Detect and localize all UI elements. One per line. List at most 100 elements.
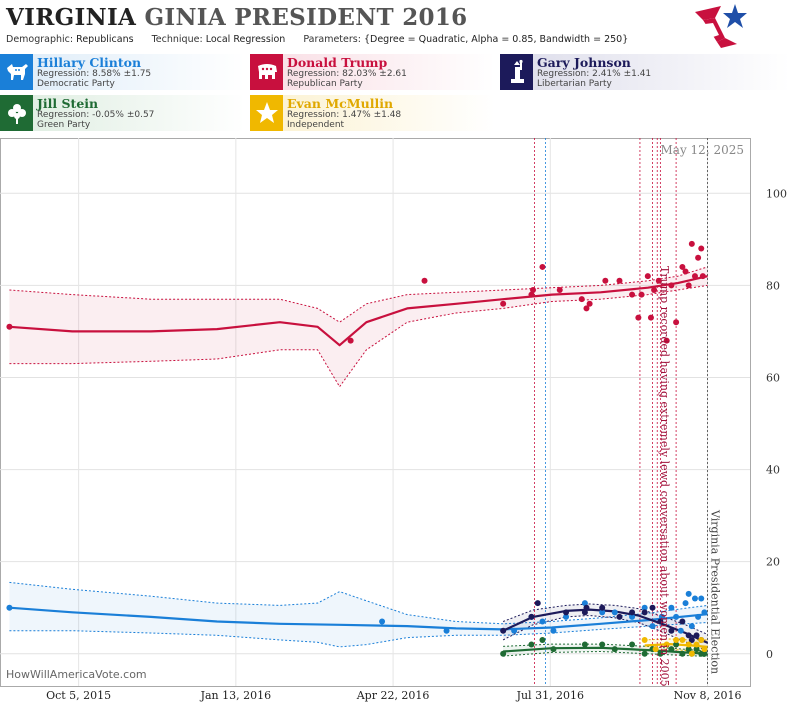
x-tick-label: Nov 8, 2016 — [674, 689, 742, 702]
poll-point — [668, 627, 675, 634]
poll-point — [550, 627, 557, 634]
poll-point — [629, 291, 636, 298]
date-label: May 12, 2025 — [661, 143, 744, 157]
x-tick-label: Oct 5, 2015 — [46, 689, 111, 702]
poll-point — [641, 604, 648, 611]
poll-point — [611, 609, 618, 616]
page-title: VIRGINIA GINIA PRESIDENT 2016 — [6, 4, 467, 31]
trend-line — [9, 275, 708, 347]
candidate-card-trump: Donald Trump Regression: 82.03% ±2.61 Re… — [250, 54, 495, 90]
candidate-card-clinton: Hillary Clinton Regression: 8.58% ±1.75 … — [0, 54, 245, 90]
poll-point — [500, 300, 507, 307]
poll-point — [679, 263, 686, 270]
event-lines — [534, 138, 708, 686]
poll-point — [655, 277, 662, 284]
poll-point — [701, 609, 708, 616]
poll-point — [539, 263, 546, 270]
poll-point — [677, 627, 684, 634]
demographic-value: Republicans — [76, 34, 134, 45]
poll-point — [695, 254, 702, 261]
candidate-name: Donald Trump — [287, 55, 388, 70]
poll-point — [635, 314, 642, 321]
poll-point — [581, 609, 588, 616]
band-lower-line — [503, 650, 708, 657]
poll-point — [663, 337, 670, 344]
donkey-icon — [1, 54, 33, 90]
poll-point — [673, 319, 680, 326]
poll-point — [583, 305, 590, 312]
poll-point — [699, 273, 706, 280]
y-axis-ticks: 0 20 40 60 80 100 — [766, 187, 787, 661]
poll-point — [657, 618, 664, 625]
poll-point — [641, 650, 648, 657]
candidate-name: Gary Johnson — [537, 55, 631, 70]
poll-point — [658, 613, 665, 620]
technique-value: Local Regression — [205, 34, 286, 45]
poll-point — [599, 641, 606, 648]
trend-line — [503, 646, 708, 655]
poll-point — [698, 636, 705, 643]
x-tick-label: Jan 13, 2016 — [200, 689, 272, 702]
y-tick-label: 0 — [766, 648, 773, 661]
poll-point — [647, 314, 654, 321]
poll-point — [534, 600, 541, 607]
poll-point — [563, 613, 570, 620]
poll-point — [649, 623, 656, 630]
poll-point — [347, 337, 354, 344]
candidate-name: Jill Stein — [37, 96, 99, 111]
title-state: VIRGINIA — [6, 4, 137, 31]
band-upper-line — [9, 581, 708, 625]
annotation-text: Trump recorded having extremely lewd con… — [658, 266, 671, 687]
poll-point — [691, 273, 698, 280]
poll-point — [695, 613, 702, 620]
poll-point — [663, 641, 670, 648]
statue-of-liberty-icon — [501, 54, 533, 90]
poll-point — [685, 282, 692, 289]
demographic-label: Demographic: — [6, 34, 74, 45]
poll-point — [644, 273, 651, 280]
poll-point — [641, 636, 648, 643]
poll-point — [688, 240, 695, 247]
poll-point — [688, 650, 695, 657]
poll-point — [682, 600, 689, 607]
page-header: VIRGINIA GINIA PRESIDENT 2016 Demographi… — [0, 0, 789, 52]
poll-point — [599, 604, 606, 611]
y-tick-label: 40 — [766, 464, 780, 477]
poll-point — [539, 618, 546, 625]
star-icon — [251, 95, 283, 131]
x-tick-label: Apr 22, 2016 — [356, 689, 430, 702]
poll-point — [685, 641, 692, 648]
poll-point — [581, 641, 588, 648]
poll-point — [668, 646, 675, 653]
poll-point — [629, 641, 636, 648]
chart-parameters: Demographic: Republicans Technique: Loca… — [6, 34, 628, 45]
band-lower-line — [9, 284, 708, 388]
green-flower-icon — [1, 95, 33, 131]
poll-chart: 0 20 40 60 80 100 Oct 5, 2015 Jan 13, 2016 Apr … — [0, 138, 787, 702]
poll-point — [629, 613, 636, 620]
poll-point — [528, 613, 535, 620]
poll-point — [602, 277, 609, 284]
poll-point — [641, 609, 648, 616]
candidate-party: Republican Party — [287, 79, 363, 89]
poll-point — [556, 286, 563, 293]
poll-point — [500, 627, 507, 634]
poll-point — [673, 641, 680, 648]
poll-point — [693, 632, 700, 639]
poll-point — [651, 286, 658, 293]
plot-frame — [0, 138, 751, 687]
poll-point — [629, 609, 636, 616]
candidate-party: Democratic Party — [37, 79, 115, 89]
poll-point — [611, 646, 618, 653]
poll-point — [599, 609, 606, 616]
watermark: HowWillAmericaVote.com — [6, 668, 147, 681]
poll-point — [6, 604, 13, 611]
poll-point — [668, 604, 675, 611]
poll-point — [701, 650, 708, 657]
poll-point — [528, 291, 535, 298]
y-tick-label: 80 — [766, 279, 780, 292]
poll-point — [563, 609, 570, 616]
elephant-icon — [251, 54, 283, 90]
poll-point — [657, 650, 664, 657]
candidate-regression: Regression: 1.47% ±1.48 — [287, 110, 402, 120]
